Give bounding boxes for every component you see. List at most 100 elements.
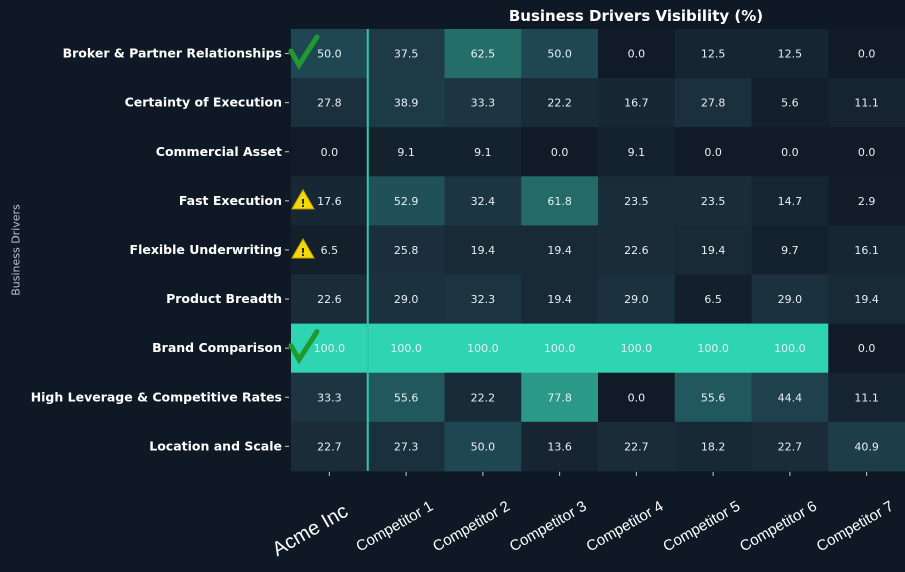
heatmap-cell [444, 127, 522, 177]
cell-value-label: 12.5 [778, 48, 803, 61]
row-label: Location and Scale [149, 438, 282, 453]
cell-value-label: 17.6 [317, 195, 342, 208]
cell-value-label: 19.4 [471, 244, 496, 257]
cell-value-label: 37.5 [394, 48, 419, 61]
heatmap-cell [367, 78, 445, 128]
cell-value-label: 29.0 [624, 293, 649, 306]
cell-value-label: 22.7 [778, 440, 803, 453]
cell-value-label: 16.7 [624, 97, 649, 110]
cell-value-label: 9.1 [397, 146, 415, 159]
heatmap-cell [367, 372, 445, 423]
cell-value-label: 55.6 [394, 391, 419, 404]
heatmap-cell [828, 78, 905, 128]
cell-value-label: 16.1 [854, 244, 879, 257]
cell-value-label: 5.6 [781, 97, 799, 110]
cell-value-label: 62.5 [471, 48, 496, 61]
column-label: Acme Inc [269, 500, 352, 561]
heatmap-cell [521, 225, 599, 275]
cell-value-label: 61.8 [547, 195, 572, 208]
heatmap-cell [828, 372, 905, 423]
heatmap-cell [444, 421, 522, 472]
cell-value-label: 33.3 [471, 97, 496, 110]
heatmap-cell [521, 323, 599, 374]
row-label: Commercial Asset [156, 144, 282, 159]
cell-value-label: 19.4 [701, 244, 726, 257]
cell-value-label: 50.0 [547, 48, 572, 61]
heatmap-cell [674, 225, 752, 275]
heatmap-cell [674, 29, 752, 79]
heatmap-cell [291, 274, 369, 325]
cell-value-label: 100.0 [774, 342, 806, 355]
cell-value-label: 0.0 [781, 146, 799, 159]
cell-value-label: 11.1 [854, 97, 879, 110]
heatmap-cell [598, 323, 676, 374]
heatmap-cell [598, 421, 676, 472]
heatmap-cell [751, 176, 829, 226]
heatmap-cell [751, 29, 829, 79]
cell-value-label: 27.8 [701, 97, 726, 110]
column-label: Competitor 1 [353, 498, 436, 556]
cell-value-label: 100.0 [467, 342, 499, 355]
heatmap-cell [367, 274, 445, 325]
heatmap-cell [751, 225, 829, 275]
heatmap-cell [598, 372, 676, 423]
cell-value-label: 100.0 [544, 342, 576, 355]
heatmap-cell [751, 323, 829, 374]
heatmap-cell [444, 29, 522, 79]
row-label: Brand Comparison [152, 340, 282, 355]
cell-value-label: 40.9 [854, 440, 879, 453]
row-label: Product Breadth [166, 291, 282, 306]
heatmap-cell [828, 29, 905, 79]
heatmap-cell [674, 421, 752, 472]
heatmap-cell [444, 323, 522, 374]
cell-value-label: 22.7 [317, 440, 342, 453]
cell-value-label: 29.0 [394, 293, 419, 306]
cell-value-label: 2.9 [858, 195, 876, 208]
heatmap-cell [598, 29, 676, 79]
heatmap-cell [598, 274, 676, 325]
heatmap-cell [751, 274, 829, 325]
heatmap-cell [828, 421, 905, 472]
cell-value-label: 27.3 [394, 440, 419, 453]
cell-value-label: 18.2 [701, 440, 726, 453]
heatmap-cell [674, 372, 752, 423]
column-label: Competitor 3 [507, 498, 590, 556]
heatmap-cell [367, 127, 445, 177]
heatmap-cell [598, 225, 676, 275]
heatmap-cell [444, 372, 522, 423]
heatmap-cell [367, 421, 445, 472]
cell-value-label: 0.0 [858, 342, 876, 355]
heatmap-cell [367, 29, 445, 79]
cell-value-label: 0.0 [551, 146, 569, 159]
heatmap-cell [291, 372, 369, 423]
cell-value-label: 22.6 [317, 293, 342, 306]
heatmap-cell [521, 78, 599, 128]
heatmap-cell [367, 323, 445, 374]
heatmap-cell [751, 78, 829, 128]
warning-icon [291, 237, 315, 259]
heatmap-cell [367, 176, 445, 226]
cell-value-label: 32.4 [471, 195, 496, 208]
cell-value-label: 9.1 [628, 146, 646, 159]
cell-value-label: 52.9 [394, 195, 419, 208]
cell-value-label: 22.2 [471, 391, 496, 404]
heatmap-cell [598, 127, 676, 177]
cell-value-label: 9.7 [781, 244, 799, 257]
heatmap-cell [674, 323, 752, 374]
cell-value-label: 9.1 [474, 146, 492, 159]
row-label: Certainty of Execution [125, 95, 282, 110]
chart-title: Business Drivers Visibility (%) [508, 7, 764, 25]
heatmap-cell [521, 127, 599, 177]
cell-value-label: 23.5 [701, 195, 726, 208]
cell-value-label: 100.0 [697, 342, 729, 355]
row-label: Broker & Partner Relationships [63, 46, 282, 61]
heatmap-cell [444, 274, 522, 325]
cell-value-label: 27.8 [317, 97, 342, 110]
cell-value-label: 33.3 [317, 391, 342, 404]
cell-value-label: 100.0 [621, 342, 653, 355]
heatmap-cell [444, 176, 522, 226]
heatmap-cell [367, 225, 445, 275]
cell-value-label: 13.6 [547, 440, 572, 453]
heatmap-cell [291, 421, 369, 472]
